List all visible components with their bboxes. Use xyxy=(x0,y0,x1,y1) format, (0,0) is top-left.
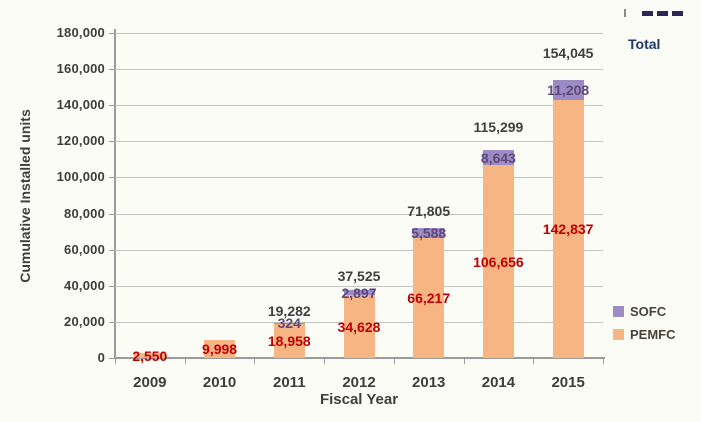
y-tick-label: 80,000 xyxy=(64,205,105,221)
bar-pemfc xyxy=(413,238,445,358)
pemfc-value-label: 142,837 xyxy=(542,221,594,238)
y-tick-label: 180,000 xyxy=(56,25,105,40)
sofc-value-label: 11,208 xyxy=(547,81,590,98)
x-tick-mark xyxy=(533,359,535,364)
total-dash xyxy=(657,11,668,16)
bar-sofc xyxy=(482,149,514,166)
legend-swatch-sofc xyxy=(613,306,624,317)
legend-swatch-pemfc xyxy=(613,329,624,340)
x-category-label: 2013 xyxy=(412,374,446,391)
x-tick-mark xyxy=(393,359,395,364)
x-category-label: 2011 xyxy=(273,374,306,391)
x-tick-mark xyxy=(115,359,116,364)
bar-pemfc xyxy=(482,165,514,358)
bar-sofc xyxy=(273,323,305,324)
gridline xyxy=(115,213,603,215)
total-value-label: 154,045 xyxy=(542,45,594,62)
x-category-label: 2009 xyxy=(133,374,167,391)
bar-pemfc xyxy=(204,339,236,358)
gridline xyxy=(115,249,603,251)
x-axis-title: Fiscal Year xyxy=(319,391,399,408)
bar-sofc xyxy=(413,228,445,239)
pemfc-value-label: 18,958 xyxy=(267,332,311,349)
y-axis-line xyxy=(114,29,116,359)
gridline xyxy=(115,33,603,34)
total-value-label: 19,282 xyxy=(267,303,311,320)
x-axis-line xyxy=(114,357,605,359)
x-tick-mark xyxy=(463,359,465,364)
sofc-value-label: 2,897 xyxy=(341,284,377,301)
series-legend: SOFC PEMFC xyxy=(613,304,676,342)
y-tick-mark xyxy=(109,141,115,143)
x-category-label: 2014 xyxy=(481,374,516,391)
y-tick-label: 40,000 xyxy=(64,277,105,293)
sofc-value-label: 8,643 xyxy=(480,149,516,166)
total-value-label: 115,299 xyxy=(473,119,524,136)
x-category-label: 2012 xyxy=(342,374,376,391)
gridline xyxy=(115,105,603,107)
bar-sofc xyxy=(343,290,375,296)
legend-label-sofc: SOFC xyxy=(630,304,667,319)
pemfc-value-label: 34,628 xyxy=(337,318,381,335)
total-dash xyxy=(642,11,653,16)
x-tick-mark xyxy=(254,359,256,364)
x-tick-mark xyxy=(184,359,186,364)
x-tick-mark xyxy=(603,359,604,364)
bar-pemfc xyxy=(134,353,166,358)
sofc-value-label: 324 xyxy=(277,315,301,332)
y-tick-mark xyxy=(109,33,115,34)
legend-item-pemfc: PEMFC xyxy=(613,327,676,342)
x-tick-mark xyxy=(324,359,326,364)
y-tick-label: 20,000 xyxy=(64,313,105,329)
gridline xyxy=(115,141,603,143)
y-tick-mark xyxy=(109,105,115,107)
total-dashed-line-icon xyxy=(642,11,683,16)
gridline xyxy=(115,285,603,287)
total-dash xyxy=(672,11,683,16)
y-tick-mark xyxy=(109,213,115,215)
y-tick-label: 60,000 xyxy=(64,241,105,257)
y-tick-mark xyxy=(109,249,115,251)
pemfc-value-label: 106,656 xyxy=(473,253,524,270)
y-tick-mark xyxy=(109,69,115,71)
y-tick-mark xyxy=(109,285,115,287)
total-value-label: 37,525 xyxy=(337,268,381,285)
y-tick-label: 100,000 xyxy=(56,169,105,185)
gridline xyxy=(115,177,603,179)
y-tick-label: 160,000 xyxy=(56,61,105,77)
y-tick-mark xyxy=(109,358,115,359)
y-tick-label: 120,000 xyxy=(56,133,105,149)
gridline xyxy=(115,69,603,71)
total-legend-tick xyxy=(624,9,626,17)
total-value-label: 71,805 xyxy=(407,202,451,219)
y-axis-title: Cumulative Installed units xyxy=(17,109,33,283)
total-legend-label: Total xyxy=(628,36,661,52)
y-tick-label: 0 xyxy=(97,350,105,365)
y-tick-mark xyxy=(109,177,115,179)
sofc-value-label: 5,588 xyxy=(411,225,447,242)
x-category-label: 2015 xyxy=(551,374,585,391)
bar-pemfc xyxy=(552,100,584,358)
y-tick-mark xyxy=(109,321,115,323)
pemfc-value-label: 66,217 xyxy=(407,290,451,307)
total-legend: Total xyxy=(620,6,700,56)
bar-pemfc xyxy=(273,323,305,358)
pemfc-value-label: 2,550 xyxy=(132,347,168,364)
bar-pemfc xyxy=(343,295,375,358)
x-category-label: 2010 xyxy=(202,374,237,391)
bar-sofc xyxy=(552,79,584,101)
pemfc-value-label: 9,998 xyxy=(202,340,238,357)
legend-label-pemfc: PEMFC xyxy=(630,327,676,342)
y-tick-label: 140,000 xyxy=(56,97,105,113)
legend-item-sofc: SOFC xyxy=(613,304,676,319)
